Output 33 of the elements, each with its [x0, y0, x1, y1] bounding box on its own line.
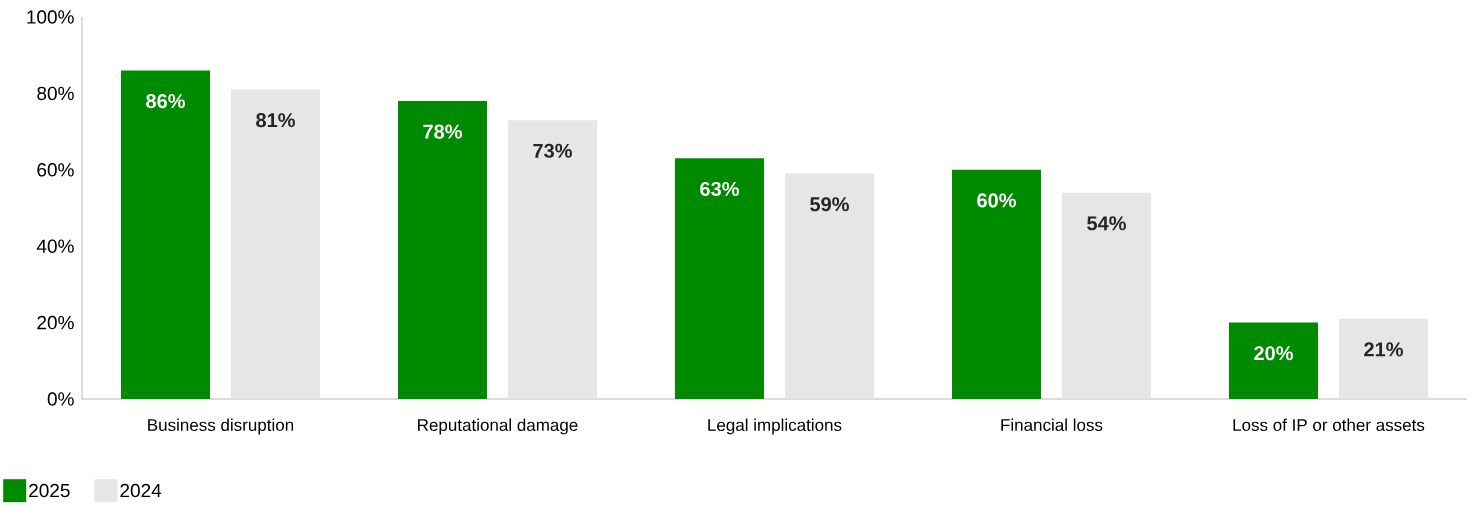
bar: [121, 70, 210, 399]
y-tick-label: 0%: [47, 392, 74, 406]
bar: [1061, 192, 1151, 399]
bar: [1228, 322, 1318, 399]
data-label: 59%: [810, 197, 849, 212]
data-label: 20%: [1254, 346, 1293, 361]
y-tick-label: 40%: [36, 239, 74, 253]
x-tick-label: Business disruption: [148, 418, 294, 435]
y-tick-label: 100%: [27, 10, 74, 24]
y-tick-label: 20%: [37, 315, 74, 330]
data-label: 54%: [1087, 216, 1126, 231]
bar: [1338, 318, 1428, 399]
bar: [397, 101, 487, 399]
y-tick-label: 80%: [37, 86, 74, 101]
bar: [784, 173, 874, 399]
data-label: 81%: [256, 113, 295, 128]
bar: [507, 120, 597, 399]
data-label: 63%: [700, 181, 739, 197]
data-label: 73%: [533, 143, 572, 158]
y-tick-label: 60%: [37, 163, 74, 177]
bar: [674, 158, 764, 399]
data-label: 60%: [977, 193, 1016, 208]
legend-label: 2024: [120, 483, 162, 498]
x-tick-label: Reputational damage: [418, 418, 578, 435]
data-label: 78%: [423, 124, 462, 139]
x-tick-label: Loss of IP or other assets: [1233, 418, 1425, 432]
bar: [231, 89, 320, 399]
bar: [951, 169, 1041, 399]
legend-label: 2025: [29, 483, 70, 498]
x-tick-label: Financial loss: [1001, 418, 1103, 432]
data-label: 21%: [1364, 342, 1403, 357]
x-tick-label: Legal implications: [708, 418, 842, 435]
data-label: 86%: [146, 94, 185, 109]
